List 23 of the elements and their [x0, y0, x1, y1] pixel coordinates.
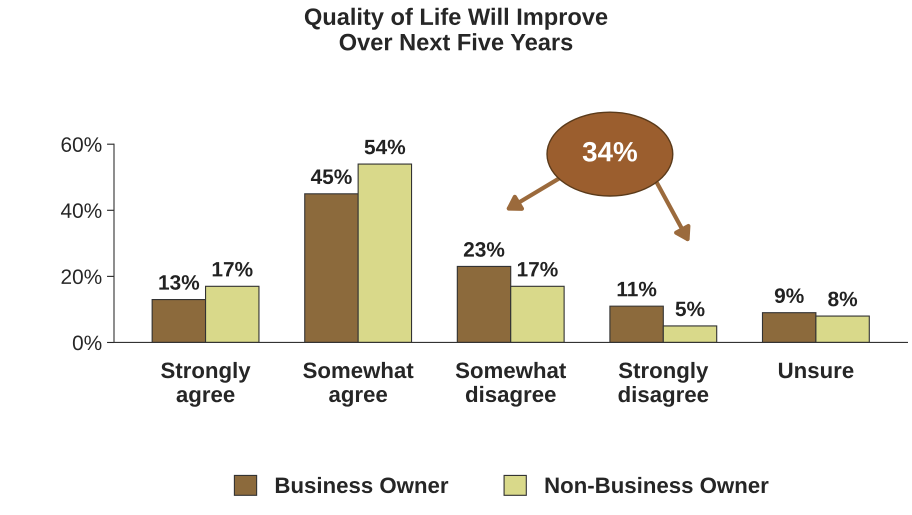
- data-label: 45%: [310, 169, 352, 184]
- data-label: 13%: [159, 275, 200, 290]
- y-tick-label: 40%: [60, 203, 102, 218]
- data-label: 23%: [464, 242, 504, 257]
- data-label: 17%: [212, 262, 253, 277]
- data-label: 5%: [676, 302, 705, 316]
- y-tick-label: 0%: [72, 335, 102, 350]
- x-tick-label: Somewhat disagree: [456, 362, 566, 407]
- y-tick-label: 60%: [62, 137, 102, 152]
- data-label: 17%: [518, 262, 558, 277]
- legend-label: Business Owner: [276, 476, 448, 494]
- chart-title: Quality of Life Will Improve Over Next Five Years: [304, 8, 608, 50]
- y-tick-label: 20%: [62, 269, 102, 284]
- legend-label: Non-Business Owner: [546, 476, 768, 494]
- data-label: 54%: [364, 140, 406, 154]
- annotation: 34%: [582, 142, 637, 162]
- x-tick-label: Unsure: [778, 362, 854, 378]
- data-label: 8%: [828, 292, 858, 306]
- x-tick-label: Strongly agree: [161, 362, 250, 407]
- data-label: 11%: [618, 282, 656, 296]
- data-label: 9%: [774, 288, 804, 304]
- x-tick-label: Strongly disagree: [618, 362, 708, 407]
- x-tick-label: Somewhat agree: [303, 362, 414, 407]
